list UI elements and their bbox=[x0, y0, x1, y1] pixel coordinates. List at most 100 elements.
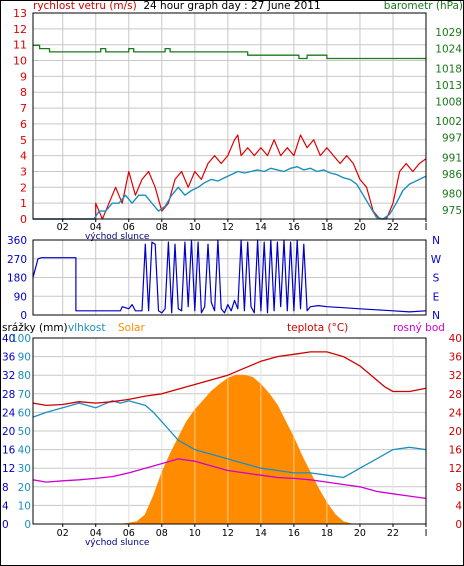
humidity-tick-label: 20 bbox=[18, 482, 31, 494]
temperature-tick-label: 0 bbox=[455, 519, 462, 531]
temperature-tick-label: 28 bbox=[449, 389, 462, 401]
x-tick-label: 08 bbox=[156, 528, 168, 539]
x-tick-label: 22 bbox=[387, 222, 399, 233]
wind-tick-label: 0 bbox=[20, 213, 27, 226]
temperature-tick-label: 20 bbox=[449, 426, 462, 438]
x-tick-label: 06 bbox=[123, 222, 135, 233]
x-tick-label: 22 bbox=[387, 528, 399, 539]
pressure-line bbox=[33, 44, 426, 60]
pressure-tick-label: 980 bbox=[442, 189, 462, 201]
temperature-tick-label: 24 bbox=[449, 407, 463, 419]
temperature-tick-label: 4 bbox=[455, 500, 462, 512]
temperature-line bbox=[32, 351, 427, 407]
x-tick-label: 10 bbox=[189, 222, 201, 233]
rain-tick-label: 12 bbox=[2, 463, 15, 475]
pressure-tick-label: 1018 bbox=[435, 63, 462, 75]
x-tick-label: 10 bbox=[189, 528, 201, 539]
temperature-y-axis: 0 4 8 12 16 20 24 28 32 36 40 bbox=[449, 333, 463, 531]
compass-label: E bbox=[433, 291, 440, 303]
solar-area bbox=[33, 374, 426, 525]
rain-tick-label: 4 bbox=[2, 500, 9, 512]
x-tick-label: 12 bbox=[222, 222, 234, 233]
temperature-tick-label: 36 bbox=[449, 352, 463, 364]
humidity-label: vlhkost bbox=[68, 322, 106, 334]
direction-plot-frame bbox=[32, 239, 427, 316]
climate-x-axis: 02 04 06 08 10 12 14 16 18 20 22 I bbox=[57, 524, 428, 539]
wind-tick-label: 10 bbox=[13, 55, 27, 68]
x-tick-label: 16 bbox=[288, 528, 300, 539]
humidity-y-axis: 0 10 20 30 40 50 60 70 80 90 100 bbox=[11, 333, 31, 531]
x-tick-label: 20 bbox=[354, 222, 366, 233]
temperature-tick-label: 12 bbox=[449, 463, 462, 475]
wind-gust-line bbox=[33, 134, 427, 220]
humidity-tick-label: 90 bbox=[18, 352, 31, 364]
x-tick-label: 02 bbox=[57, 222, 69, 233]
barometer-axis-title: barometr (hPa) bbox=[384, 0, 463, 12]
temperature-tick-label: 40 bbox=[449, 333, 462, 345]
x-tick-label: 14 bbox=[255, 222, 267, 233]
pressure-tick-label: 986 bbox=[442, 169, 462, 181]
x-tick-label: 04 bbox=[90, 528, 102, 539]
wind-tick-label: 11 bbox=[13, 39, 27, 52]
humidity-tick-label: 50 bbox=[18, 426, 31, 438]
compass-label: N bbox=[432, 310, 440, 322]
x-tick-label: 12 bbox=[222, 528, 234, 539]
wind-tick-label: 1 bbox=[20, 197, 27, 210]
x-tick-label: 16 bbox=[288, 222, 300, 233]
wind-tick-label: 9 bbox=[20, 70, 27, 83]
wind-tick-label: 3 bbox=[20, 165, 27, 178]
x-tick-label: 18 bbox=[321, 222, 333, 233]
wind-plot bbox=[33, 44, 427, 220]
chart-title: 24 hour graph day : 27 June 2011 bbox=[143, 0, 320, 12]
rain-tick-label: 28 bbox=[2, 389, 15, 401]
humidity-tick-label: 80 bbox=[18, 370, 31, 382]
compass-label: N bbox=[432, 235, 440, 247]
barometer-y-axis: 975 980 986 991 997 1002 1008 1013 1018 1024 1029 bbox=[435, 27, 462, 217]
direction-tick-label: 360 bbox=[7, 235, 27, 247]
rain-tick-label: 20 bbox=[2, 426, 15, 438]
wind-axis-title: rychlost vetru (m/s) bbox=[33, 0, 137, 12]
direction-y-axis: 0 90 180 270 360 bbox=[7, 235, 27, 322]
x-tick-label: 06 bbox=[123, 528, 135, 539]
x-tick-label: 08 bbox=[156, 222, 168, 233]
temperature-tick-label: 32 bbox=[449, 370, 462, 382]
rain-tick-label: 16 bbox=[2, 445, 16, 457]
x-tick-label: 04 bbox=[90, 222, 102, 233]
pressure-tick-label: 997 bbox=[442, 133, 462, 145]
direction-plot bbox=[32, 239, 427, 314]
humidity-tick-label: 10 bbox=[18, 500, 31, 512]
humidity-tick-label: 30 bbox=[18, 463, 31, 475]
pressure-tick-label: 975 bbox=[442, 205, 462, 217]
wind-tick-label: 12 bbox=[13, 23, 27, 36]
wind-plot-frame bbox=[32, 12, 427, 220]
rain-tick-label: 40 bbox=[2, 333, 15, 345]
wind-direction-line bbox=[32, 239, 427, 314]
wind-x-axis: 02 04 06 08 10 12 14 16 18 20 22 I bbox=[57, 219, 427, 233]
sunrise-label: východ slunce bbox=[85, 232, 150, 242]
rain-y-axis: 0 4 8 12 16 20 24 28 32 36 40 bbox=[2, 333, 16, 531]
temperature-label: teplota (°C) bbox=[287, 322, 348, 334]
wind-average-line bbox=[33, 166, 427, 220]
humidity-tick-label: 60 bbox=[18, 407, 31, 419]
wind-tick-label: 4 bbox=[20, 150, 27, 163]
pressure-tick-label: 1024 bbox=[435, 44, 462, 56]
temperature-tick-label: 8 bbox=[455, 482, 462, 494]
compass-label: S bbox=[433, 273, 440, 285]
pressure-tick-label: 991 bbox=[442, 152, 462, 164]
humidity-tick-label: 70 bbox=[18, 389, 31, 401]
compass-label: W bbox=[431, 254, 442, 266]
rain-axis-title: srážky (mm) bbox=[2, 322, 68, 334]
rain-tick-label: 0 bbox=[2, 519, 9, 531]
x-tick-label: I bbox=[425, 528, 428, 539]
rain-tick-label: 32 bbox=[2, 370, 15, 382]
x-tick-label: 14 bbox=[255, 528, 267, 539]
pressure-tick-label: 1029 bbox=[435, 27, 462, 39]
humidity-tick-label: 0 bbox=[24, 519, 31, 531]
direction-tick-label: 90 bbox=[14, 291, 27, 303]
rain-tick-label: 36 bbox=[2, 352, 16, 364]
pressure-tick-label: 1008 bbox=[435, 96, 462, 108]
humidity-tick-label: 40 bbox=[18, 445, 31, 457]
